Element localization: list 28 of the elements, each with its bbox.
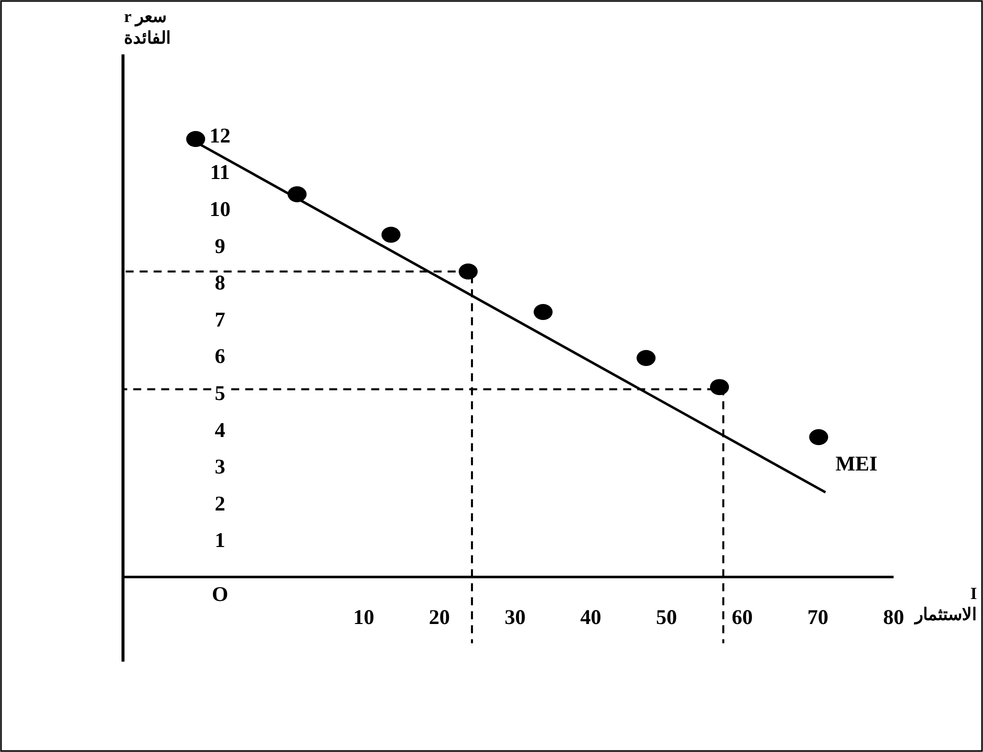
x-tick-label: 70	[807, 604, 828, 629]
x-tick-label: 50	[656, 604, 678, 629]
annotation: O	[212, 582, 228, 606]
y-tick-label: 11	[210, 160, 230, 184]
x-tick-label: 10	[353, 604, 374, 629]
x-tick-label: 20	[428, 604, 450, 629]
point	[381, 226, 400, 243]
y-tick-label: 10	[210, 196, 230, 221]
y-tick-label: 8	[214, 270, 226, 295]
point	[636, 350, 656, 366]
y-tick-label: 4	[214, 418, 226, 442]
x-tick-label: 80	[883, 604, 904, 629]
point	[458, 264, 478, 280]
point	[710, 379, 729, 396]
y-tick-label: 9	[214, 234, 226, 258]
y-tick-label: 6	[214, 344, 226, 368]
y-tick-label: 12	[210, 123, 230, 148]
x-tick-label: 30	[504, 604, 526, 629]
point	[534, 304, 553, 320]
y-axis-title: r سعر الفائدة	[124, 7, 171, 48]
y-tick-label: 2	[214, 491, 226, 516]
series-label: MEI	[835, 451, 878, 476]
x-tick-label: 40	[580, 604, 602, 629]
y-tick-label: 1	[214, 528, 226, 552]
point	[809, 429, 828, 446]
y-tick-label: 3	[214, 454, 226, 479]
y-tick-label: 7	[214, 307, 226, 332]
x-tick-label: 60	[732, 604, 753, 629]
